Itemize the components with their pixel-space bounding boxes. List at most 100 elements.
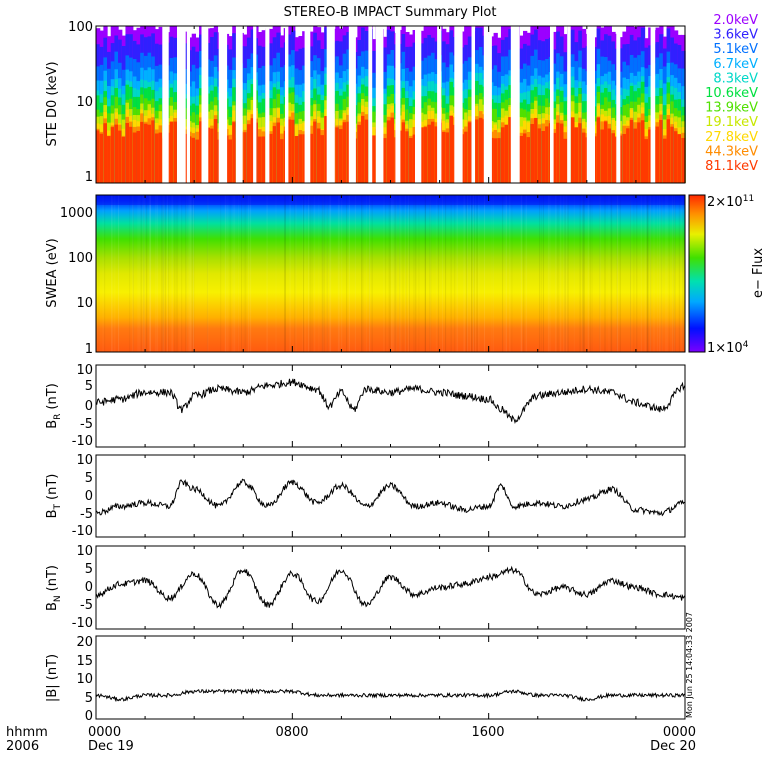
swea-streak xyxy=(369,195,370,352)
ste-band-10 xyxy=(537,128,543,183)
swea-streak xyxy=(579,195,581,352)
colorbar-min-mantissa: 1×10 xyxy=(707,341,743,356)
ste-legend-6.7keV: 6.7keV xyxy=(713,57,758,72)
swea-streak xyxy=(394,195,396,352)
swea-streak xyxy=(558,195,559,352)
swea-streak xyxy=(395,195,397,352)
swea-streak xyxy=(308,195,310,352)
swea-streak xyxy=(188,195,189,352)
swea-streak xyxy=(466,195,468,352)
swea-streak xyxy=(191,195,193,352)
swea-streak xyxy=(469,195,471,352)
ste-legend-3.6keV: 3.6keV xyxy=(713,28,758,43)
ste-band-10 xyxy=(338,129,344,183)
swea-ytick-1000: 1000 xyxy=(60,206,93,221)
br-panel: 10 5 0 -5 -10 BR (nT) xyxy=(45,363,686,449)
swea-streak xyxy=(190,195,191,352)
timestamp-stamp: Mon Jun 25 14:04:33 2007 xyxy=(685,612,694,718)
xtick-label-1600: 1600 xyxy=(471,725,504,740)
ste-band-10 xyxy=(604,121,609,183)
ste-band-10 xyxy=(556,122,561,183)
swea-streak xyxy=(176,195,178,352)
swea-streak xyxy=(164,195,166,352)
ste-band-10 xyxy=(154,133,160,183)
swea-streak xyxy=(636,195,638,352)
ste-band-10 xyxy=(261,136,266,183)
swea-streak xyxy=(429,195,431,352)
ste-gap-2 xyxy=(186,26,190,183)
ste-gap-9 xyxy=(304,26,311,183)
ste-gap-3 xyxy=(201,26,209,183)
swea-streak xyxy=(248,195,250,352)
swea-streak xyxy=(132,195,134,352)
swea-streak xyxy=(361,195,362,352)
swea-streak xyxy=(644,195,646,352)
swea-streak xyxy=(346,195,348,352)
swea-streak xyxy=(366,195,367,352)
swea-streak xyxy=(227,195,229,352)
swea-streak xyxy=(656,195,658,352)
swea-streak xyxy=(520,195,522,352)
swea-streak xyxy=(653,195,655,352)
axis-tick-marks xyxy=(95,26,686,719)
ste-gap-0 xyxy=(162,26,169,183)
ste-band-10 xyxy=(662,138,668,183)
ste-legend-5.1keV: 5.1keV xyxy=(713,42,758,57)
ste-band-10 xyxy=(361,115,366,183)
swea-streak xyxy=(224,195,226,352)
ste-band-10 xyxy=(147,124,152,183)
swea-streak xyxy=(238,195,239,352)
swea-streak xyxy=(521,195,523,352)
swea-streak xyxy=(547,195,549,352)
swea-streak xyxy=(509,195,511,352)
bmag-ytick-5: 5 xyxy=(85,691,93,706)
swea-streak xyxy=(454,195,456,352)
swea-streak xyxy=(665,195,667,352)
swea-streak xyxy=(321,195,323,352)
ste-legend-2.0keV: 2.0keV xyxy=(713,13,758,28)
ste-band-10 xyxy=(464,131,469,183)
swea-streak xyxy=(542,195,544,352)
ste-band-10 xyxy=(280,139,285,183)
swea-streak xyxy=(582,195,584,352)
swea-streak xyxy=(171,195,173,352)
swea-streak xyxy=(161,195,163,352)
swea-streak xyxy=(162,195,164,352)
ste-band-10 xyxy=(302,134,307,183)
ste-band-10 xyxy=(497,138,502,183)
swea-streak xyxy=(484,195,485,352)
ste-band-10 xyxy=(430,121,436,183)
swea-streak xyxy=(555,195,557,352)
swea-streak xyxy=(491,195,492,352)
ste-band-10 xyxy=(677,134,682,183)
swea-streak xyxy=(143,195,145,352)
br-series-line xyxy=(96,378,685,424)
ste-band-10 xyxy=(545,126,550,183)
ste-band-10 xyxy=(110,127,115,183)
ste-band-10 xyxy=(298,134,303,183)
ste-band-10 xyxy=(523,133,528,183)
ste-band-10 xyxy=(232,122,237,183)
swea-streak xyxy=(429,195,431,352)
swea-streak xyxy=(192,195,194,352)
colorbar-max-label: 2×1011 xyxy=(707,194,754,210)
ste-gap-1 xyxy=(177,26,186,183)
swea-streak xyxy=(442,195,443,352)
swea-streak xyxy=(476,195,478,352)
bt-ytick-10: 10 xyxy=(76,453,93,468)
ste-gap-8 xyxy=(285,26,289,183)
ste-legend-44.3keV: 44.3keV xyxy=(705,144,758,159)
ste-band-10 xyxy=(659,120,664,183)
swea-streak xyxy=(330,195,332,352)
ste-band-10 xyxy=(419,127,425,183)
ste-band-10 xyxy=(475,119,480,183)
xtick-label-0800: 0800 xyxy=(275,725,308,740)
ste-band-10 xyxy=(250,118,255,183)
swea-streak xyxy=(619,195,621,352)
swea-streak xyxy=(405,195,407,352)
bn-ylabel: BN (nT) xyxy=(45,565,63,611)
ste-band-10 xyxy=(132,132,138,183)
swea-ytick-10: 10 xyxy=(76,296,93,311)
swea-streak xyxy=(326,195,328,352)
swea-streak xyxy=(399,195,400,352)
